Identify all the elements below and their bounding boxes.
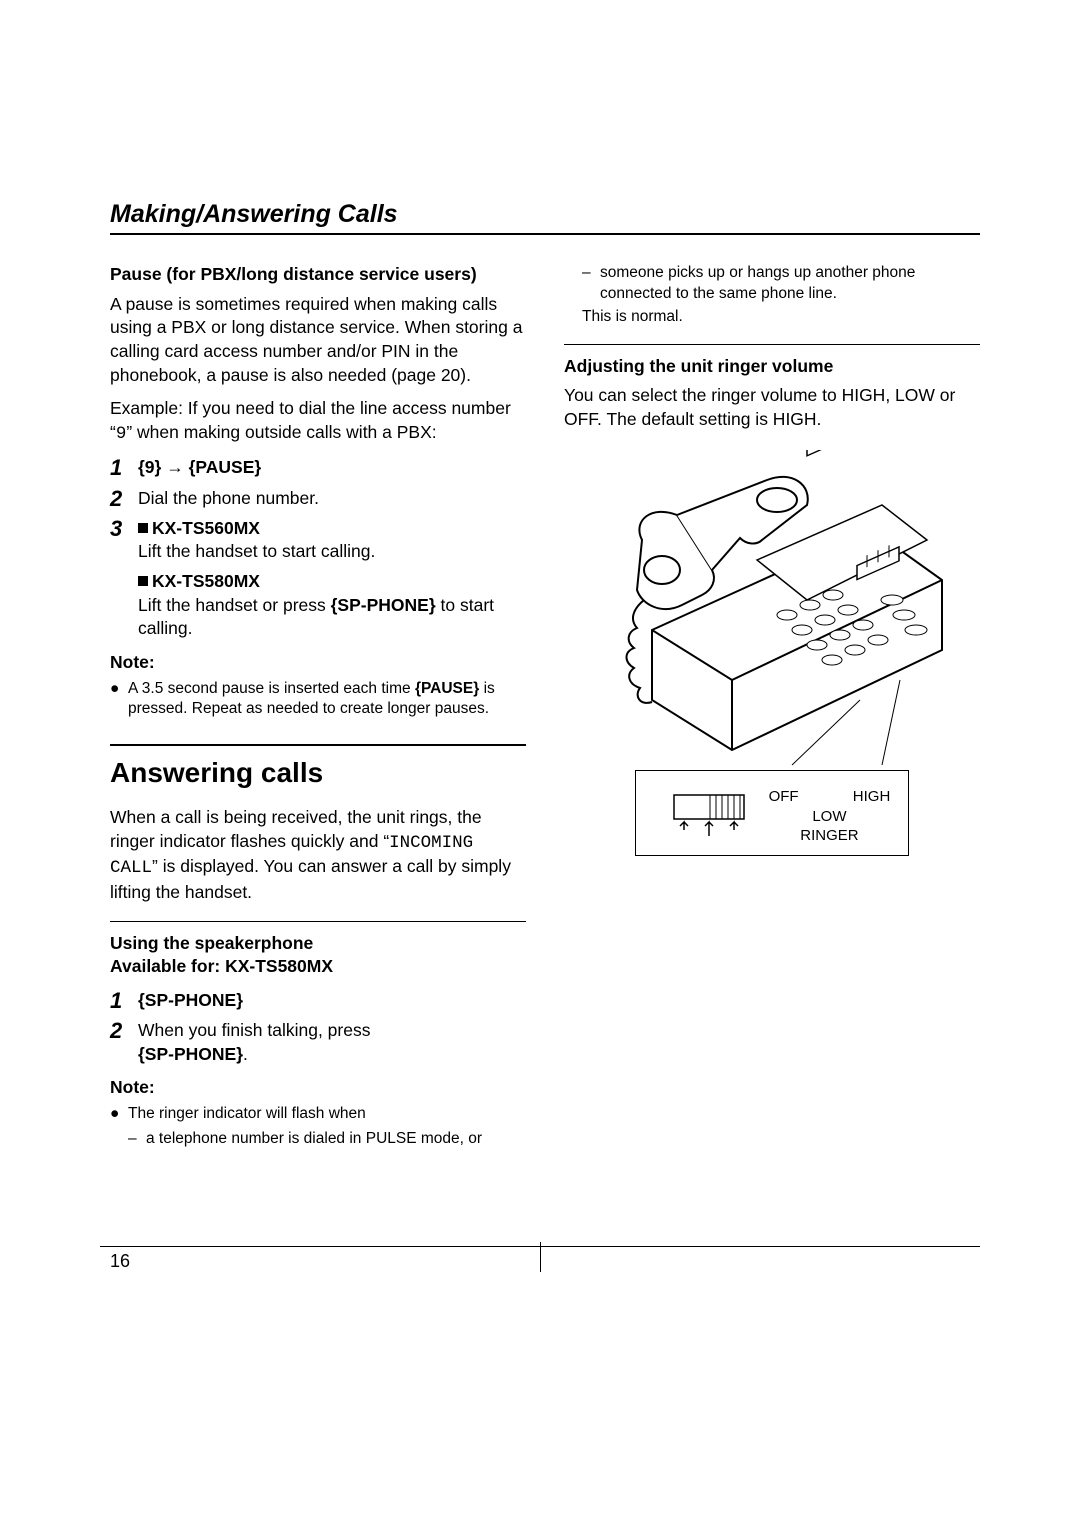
note-label: Note:	[110, 1076, 526, 1100]
center-tick	[540, 1242, 541, 1272]
step-number: 1	[110, 456, 138, 480]
thin-divider	[564, 344, 980, 345]
ringer-low-label: LOW	[769, 807, 891, 827]
phone-illustration: OFF HIGH LOW RINGER	[564, 450, 980, 856]
model-560: KX-TS560MX	[152, 518, 260, 538]
model-580: KX-TS580MX	[152, 571, 260, 591]
pause-paragraph-1: A pause is sometimes required when makin…	[110, 293, 526, 388]
key-9: {9}	[138, 457, 161, 477]
note-continuation: This is normal.	[564, 307, 980, 328]
answering-paragraph: When a call is being received, the unit …	[110, 806, 526, 905]
page-number: 16	[110, 1251, 130, 1272]
speakerphone-heading: Using the speakerphone Available for: KX…	[110, 932, 526, 979]
step-number: 3	[110, 517, 138, 541]
thin-divider	[110, 921, 526, 922]
key-pause: {PAUSE}	[189, 457, 262, 477]
note-item: ● The ringer indicator will flash when	[110, 1104, 526, 1125]
ringer-switch-detail	[654, 790, 764, 840]
left-column: Pause (for PBX/long distance service use…	[110, 263, 526, 1152]
pause-steps: 1 {9} → {PAUSE} 2 Dial the phone number.…	[110, 456, 526, 641]
key-sp-phone: {SP-PHONE}	[331, 595, 436, 615]
sp-step-2-body: When you finish talking, press {SP-PHONE…	[138, 1019, 526, 1066]
pause-paragraph-2: Example: If you need to dial the line ac…	[110, 397, 526, 446]
note-subitem: – a telephone number is dialed in PULSE …	[110, 1129, 526, 1150]
step-number: 2	[110, 1019, 138, 1043]
page-header: Making/Answering Calls	[110, 200, 980, 235]
answering-calls-title: Answering calls	[110, 754, 526, 792]
note-subitem: – someone picks up or hangs up another p…	[564, 263, 980, 305]
step-3-line-1: Lift the handset to start calling.	[138, 540, 526, 564]
ringer-label: RINGER	[769, 826, 891, 846]
right-column: – someone picks up or hangs up another p…	[564, 263, 980, 1152]
pause-heading: Pause (for PBX/long distance service use…	[110, 263, 526, 287]
step-3-line-2: Lift the handset or press {SP-PHONE} to …	[138, 594, 526, 641]
step-2-body: Dial the phone number.	[138, 487, 526, 511]
note-label: Note:	[110, 651, 526, 675]
ringer-off-label: OFF	[769, 788, 799, 805]
ringer-high-label: HIGH	[853, 788, 891, 805]
adjust-ringer-heading: Adjusting the unit ringer volume	[564, 355, 980, 379]
step-number: 1	[110, 989, 138, 1013]
note-item: ● A 3.5 second pause is inserted each ti…	[110, 679, 526, 721]
key-sp-phone: {SP-PHONE}	[138, 990, 243, 1010]
section-divider	[110, 744, 526, 746]
speakerphone-steps: 1 {SP-PHONE} 2 When you finish talking, …	[110, 989, 526, 1066]
adjust-ringer-paragraph: You can select the ringer volume to HIGH…	[564, 384, 980, 431]
step-number: 2	[110, 487, 138, 511]
